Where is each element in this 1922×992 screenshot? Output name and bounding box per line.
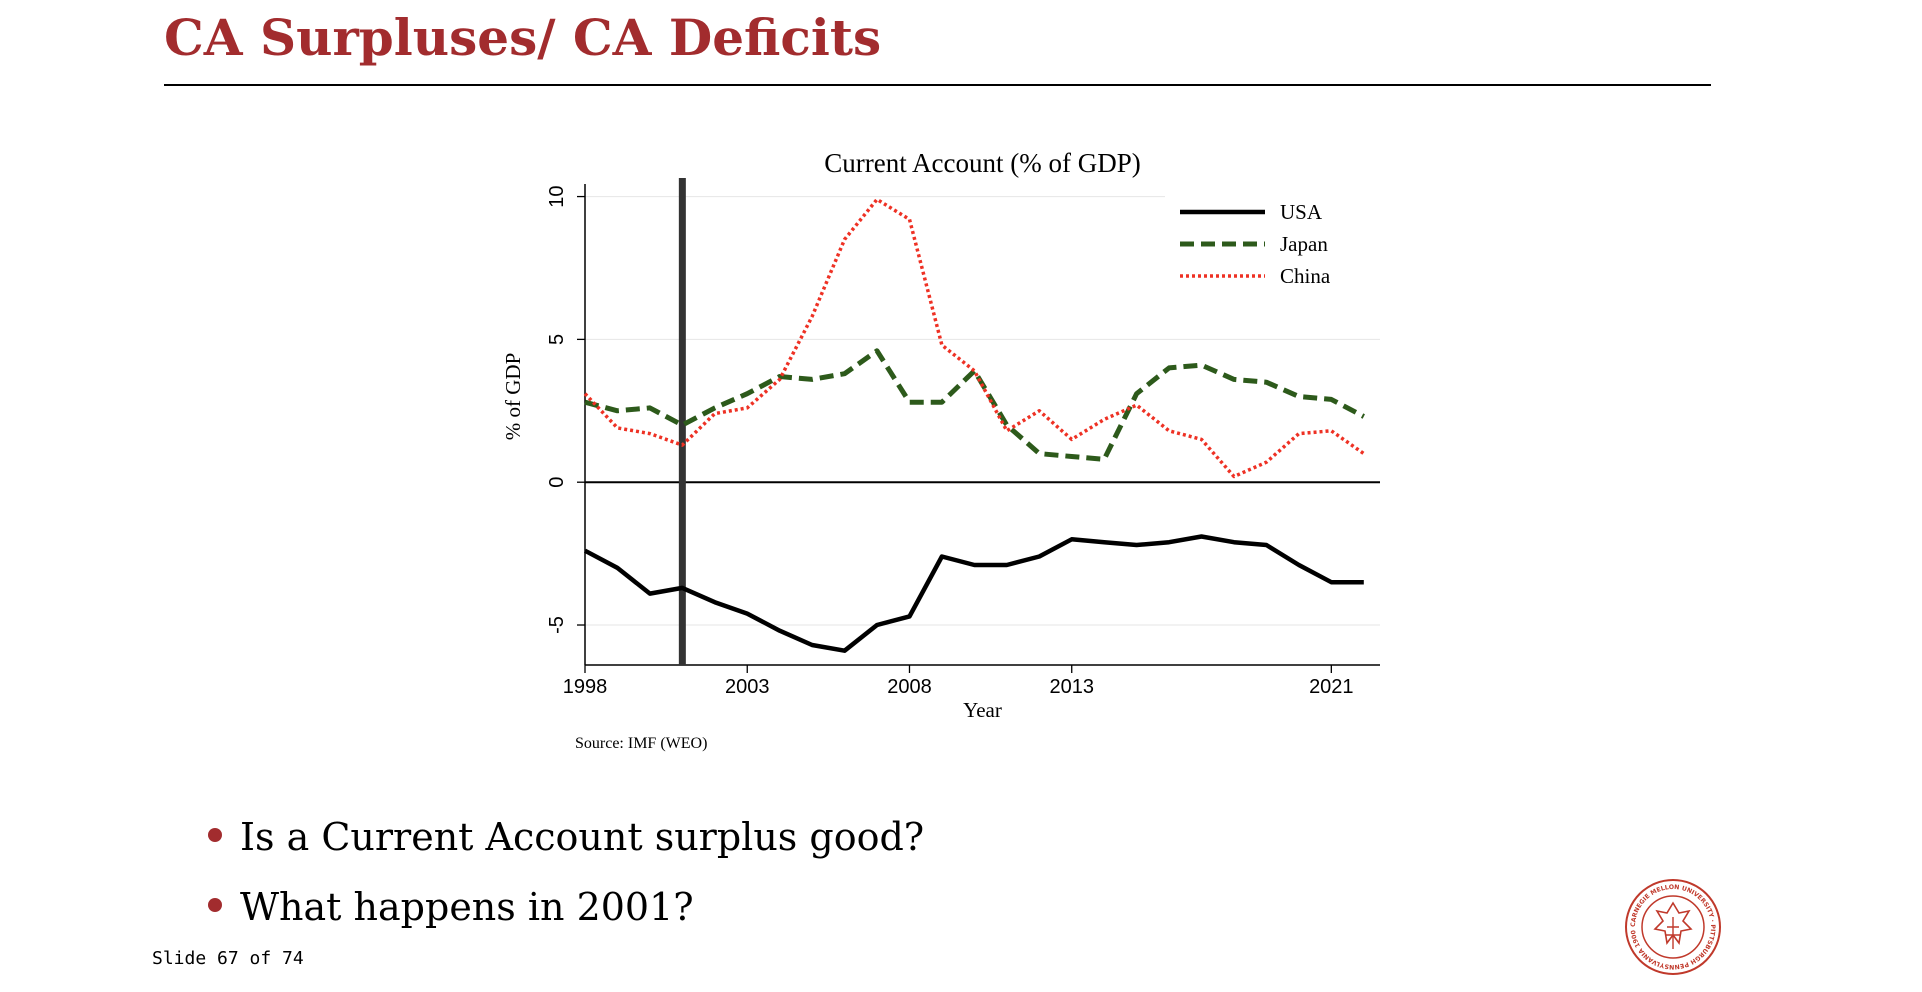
- bullet-icon: [208, 828, 222, 842]
- chart-source-note: Source: IMF (WEO): [575, 735, 707, 752]
- bullet-text: What happens in 2001?: [240, 885, 694, 929]
- x-tick-label: 2003: [725, 676, 770, 698]
- y-tick-label: 0: [546, 477, 568, 488]
- legend-label-china: China: [1280, 264, 1331, 288]
- slide-number: Slide 67 of 74: [152, 948, 304, 969]
- slide-title: CA Surpluses/ CA Deficits: [164, 8, 882, 67]
- x-tick-label: 2013: [1049, 676, 1094, 698]
- legend-box: [1165, 187, 1390, 287]
- x-axis-label: Year: [963, 698, 1002, 722]
- legend-label-japan: Japan: [1280, 232, 1328, 256]
- bullet-list: Is a Current Account surplus good? What …: [200, 815, 924, 955]
- chart-container: -5 0 5 10 1998 2003 2008 2013 2021 Current Accoun…: [490, 140, 1390, 780]
- current-account-chart: -5 0 5 10 1998 2003 2008 2013 2021 Current Accoun…: [501, 148, 1390, 752]
- bullet-item: What happens in 2001?: [200, 885, 924, 955]
- y-axis-label: % of GDP: [501, 353, 525, 441]
- series-line-usa: [583, 534, 1364, 653]
- bullet-item: Is a Current Account surplus good?: [200, 815, 924, 885]
- bullet-icon: [208, 898, 222, 912]
- y-tick-label: 10: [546, 185, 568, 207]
- series-line-china: [583, 197, 1365, 479]
- x-tick-label: 2021: [1309, 676, 1354, 698]
- legend-label-usa: USA: [1280, 200, 1323, 224]
- cmu-seal-icon: CARNEGIE MELLON UNIVERSITY · PITTSBURGH …: [1625, 879, 1721, 975]
- x-tick-label: 1998: [563, 676, 608, 698]
- title-divider: [164, 84, 1711, 86]
- y-tick-label: 5: [546, 334, 568, 345]
- series-line-japan: [584, 348, 1365, 462]
- x-tick-label: 2008: [887, 676, 932, 698]
- chart-title: Current Account (% of GDP): [824, 148, 1140, 178]
- bullet-text: Is a Current Account surplus good?: [240, 815, 925, 859]
- y-tick-label: -5: [546, 616, 568, 634]
